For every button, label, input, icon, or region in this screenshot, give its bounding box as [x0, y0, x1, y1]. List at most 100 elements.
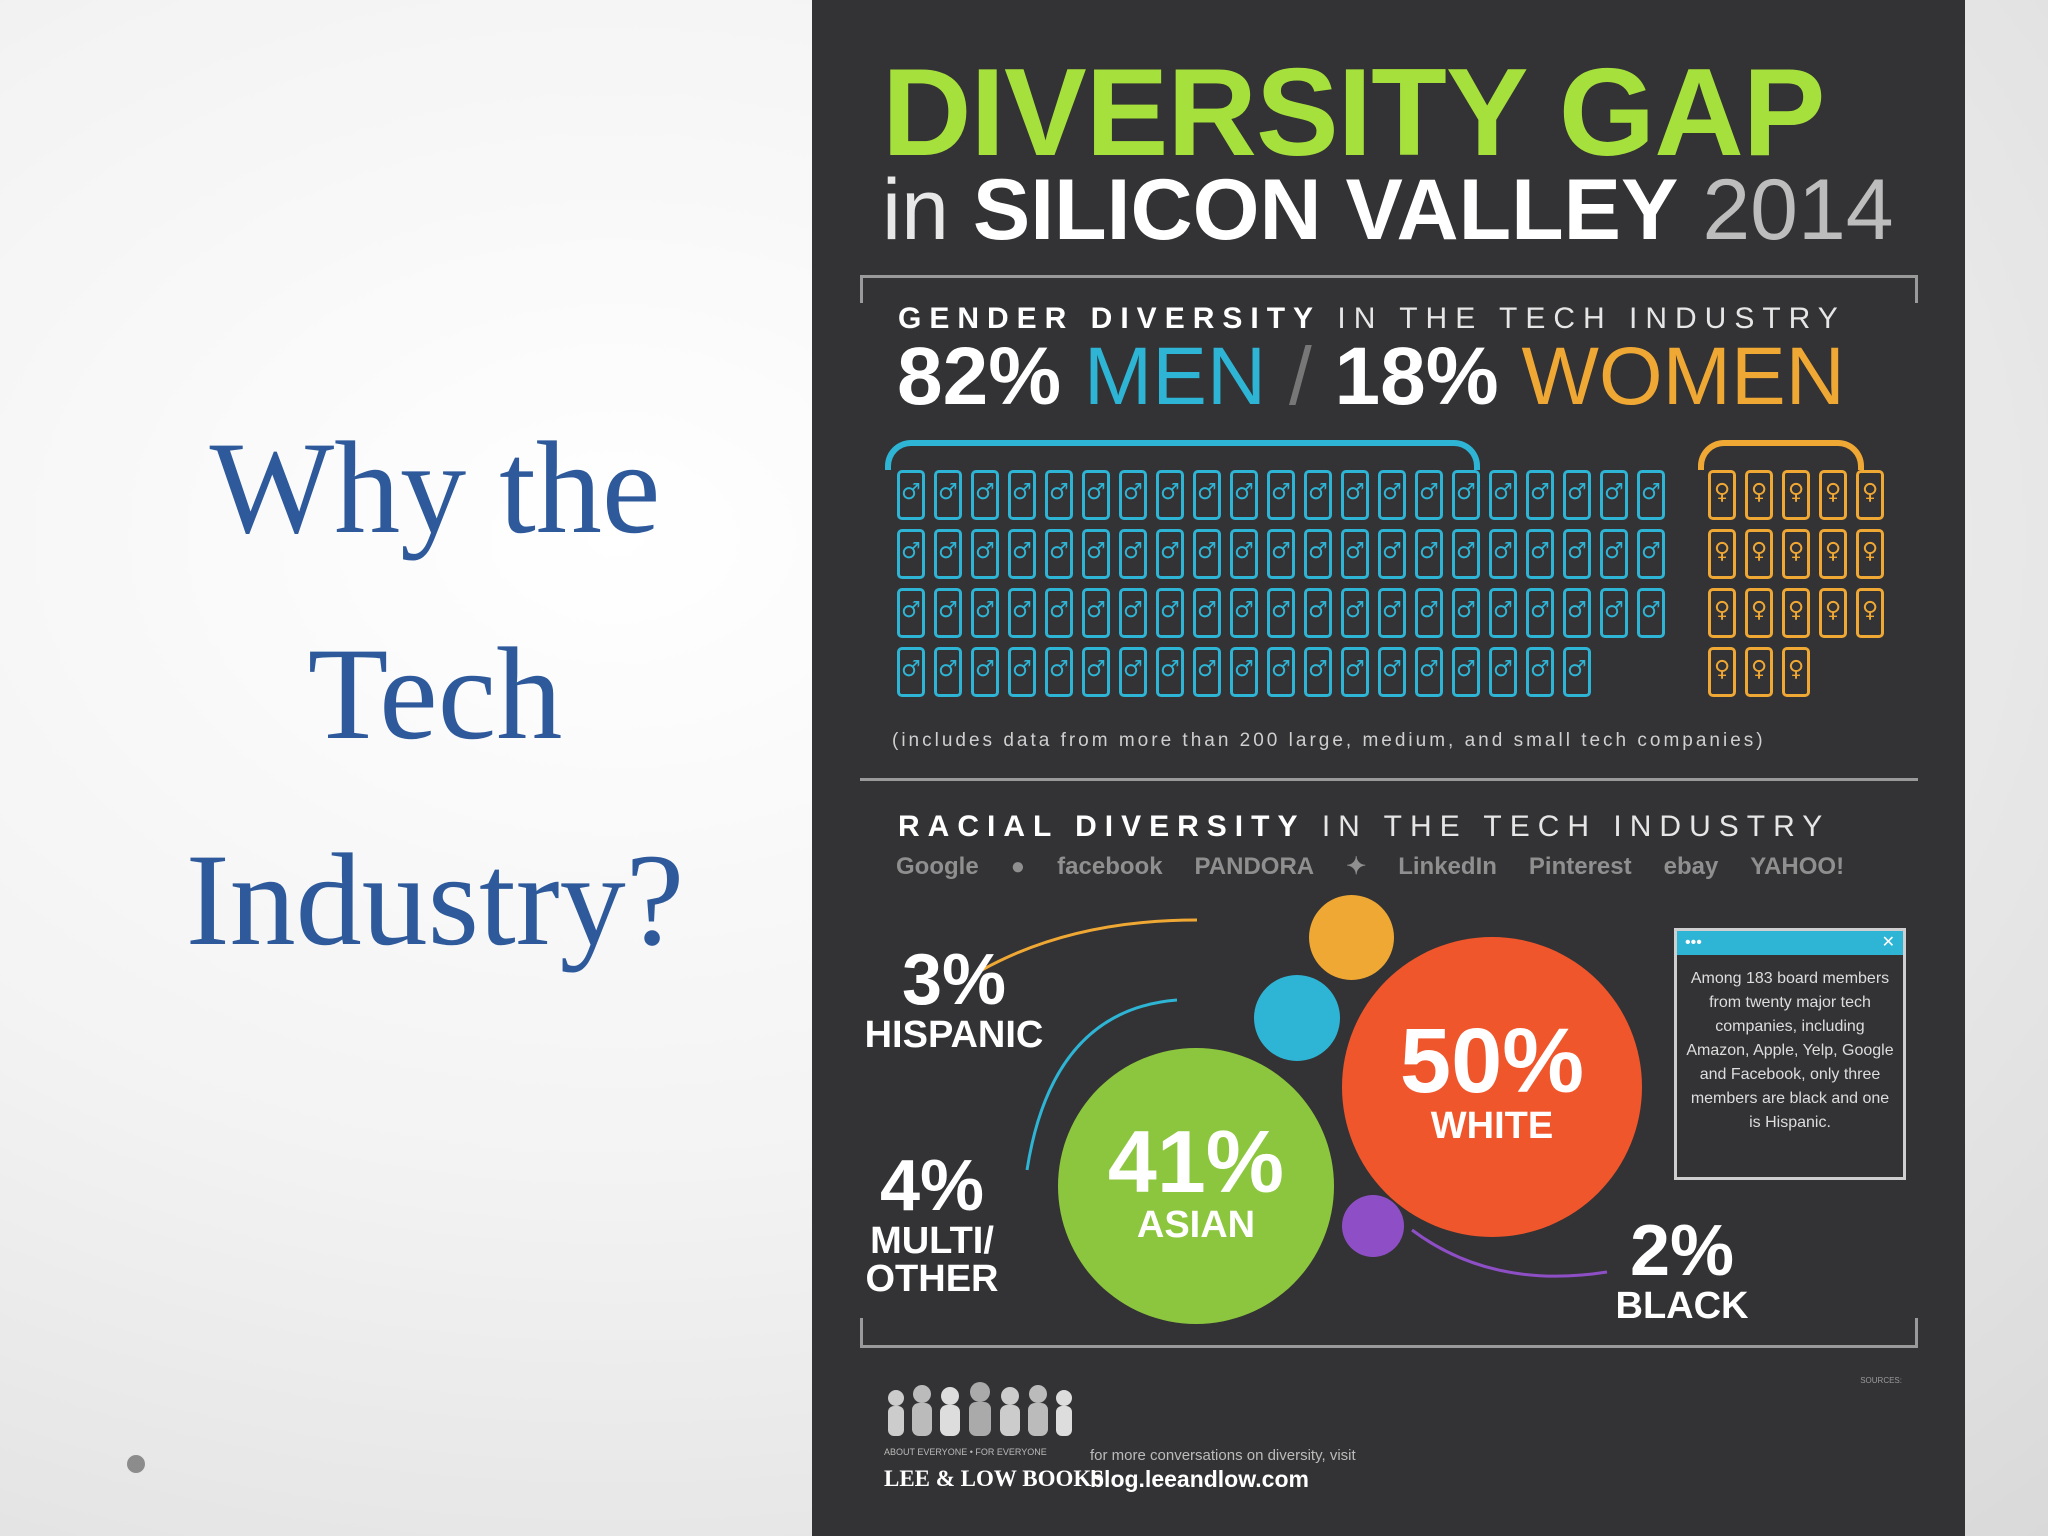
slide-title: Why the Tech Industry? [60, 385, 810, 1003]
black-arc [1411, 1228, 1608, 1278]
male-person-icon: ♂ [934, 588, 962, 638]
male-person-icon: ♂ [1415, 470, 1443, 520]
male-person-icon: ♂ [1563, 529, 1591, 579]
male-person-icon: ♂ [971, 529, 999, 579]
close-icon: ✕ [1881, 934, 1895, 951]
twitter-icon: ✦ [1346, 853, 1367, 880]
male-person-icon: ♂ [1563, 647, 1591, 697]
female-person-icon: ♀ [1708, 470, 1736, 520]
male-person-icon: ♂ [1119, 588, 1147, 638]
women-icon-grid: ♀ ♀ ♀ ♀ ♀ ♀ ♀ ♀ ♀ ♀ ♀ ♀ ♀ ♀ ♀ ♀ ♀ ♀ [1708, 470, 1884, 697]
frame-tick [1915, 275, 1918, 303]
male-person-icon: ♂ [1526, 647, 1554, 697]
gender-heading: GENDER DIVERSITY IN THE TECH INDUSTRY [898, 302, 1846, 336]
male-person-icon: ♂ [1193, 647, 1221, 697]
women-percent: 18% [1334, 331, 1499, 422]
men-label: MEN [1083, 331, 1267, 422]
male-person-icon: ♂ [1415, 529, 1443, 579]
section-divider [860, 778, 1918, 781]
male-person-icon: ♂ [1637, 588, 1665, 638]
female-person-icon: ♀ [1745, 588, 1773, 638]
male-person-icon: ♂ [971, 588, 999, 638]
men-icon-grid: ♂ ♂ ♂ ♂ ♂ ♂ ♂ ♂ ♂ ♂ ♂ ♂ ♂ ♂ ♂ ♂ ♂ ♂ ♂ ♂ ♂ ♂ ♂ ♂ ♂ ♂ ♂ ♂ ♂ ♂ ♂ ♂ ♂ ♂ ♂ ♂ ♂ ♂ ♂ ♂… [897, 470, 1665, 697]
male-person-icon: ♂ [1600, 529, 1628, 579]
male-person-icon: ♂ [1008, 529, 1036, 579]
male-person-icon: ♂ [1267, 588, 1295, 638]
male-person-icon: ♂ [1156, 647, 1184, 697]
male-person-icon: ♂ [1341, 588, 1369, 638]
blog-link[interactable]: blog.leeandlow.com [1090, 1466, 1309, 1492]
male-person-icon: ♂ [1452, 470, 1480, 520]
race-heading: RACIAL DIVERSITY IN THE TECH INDUSTRY [898, 810, 1830, 844]
male-person-icon: ♂ [1526, 588, 1554, 638]
gender-stats: 82% MEN / 18% WOMEN [897, 332, 1845, 422]
slide-title-line: Why the [209, 414, 661, 561]
male-person-icon: ♂ [1452, 529, 1480, 579]
race-connector-arcs [981, 918, 1608, 1278]
female-person-icon: ♀ [1782, 647, 1810, 697]
male-person-icon: ♂ [1008, 647, 1036, 697]
gender-slash: / [1288, 331, 1312, 422]
female-person-icon: ♀ [1708, 588, 1736, 638]
white-stat: 50% WHITE [1372, 1015, 1612, 1145]
male-person-icon: ♂ [1304, 647, 1332, 697]
multi-label-line1: MULTI/ [870, 1220, 994, 1262]
female-person-icon: ♀ [1745, 470, 1773, 520]
male-person-icon: ♂ [934, 647, 962, 697]
male-person-icon: ♂ [1119, 647, 1147, 697]
male-person-icon: ♂ [897, 588, 925, 638]
female-person-icon: ♀ [1745, 647, 1773, 697]
frame-tick [860, 1318, 863, 1346]
male-person-icon: ♂ [1378, 647, 1406, 697]
yahoo-logo: YAHOO! [1750, 852, 1845, 880]
race-heading-bold: RACIAL DIVERSITY [898, 810, 1306, 843]
ebay-logo: ebay [1663, 852, 1719, 880]
male-person-icon: ♂ [1600, 588, 1628, 638]
male-person-icon: ♂ [1045, 470, 1073, 520]
male-person-icon: ♂ [1156, 529, 1184, 579]
male-person-icon: ♂ [1378, 588, 1406, 638]
male-person-icon: ♂ [1341, 529, 1369, 579]
male-person-icon: ♂ [1341, 470, 1369, 520]
footer-more-text: for more conversations on diversity, vis… [1090, 1447, 1356, 1464]
men-percent: 82% [897, 331, 1062, 422]
male-person-icon: ♂ [971, 647, 999, 697]
male-person-icon: ♂ [1045, 647, 1073, 697]
frame-tick [860, 275, 863, 303]
male-person-icon: ♂ [1156, 470, 1184, 520]
male-person-icon: ♂ [971, 470, 999, 520]
male-person-icon: ♂ [1230, 529, 1258, 579]
company-logos: Google ● facebook PANDORA ✦ LinkedIn Pin… [896, 852, 1844, 881]
gender-heading-rest: IN THE TECH INDUSTRY [1337, 302, 1846, 335]
linkedin-logo: LinkedIn [1398, 852, 1497, 880]
female-person-icon: ♀ [1708, 647, 1736, 697]
bullet-dot [127, 1455, 145, 1473]
frame-bottom [860, 1345, 1918, 1348]
black-label: BLACK [1615, 1285, 1749, 1327]
frame-tick [1915, 1318, 1918, 1346]
multi-dot [1254, 975, 1340, 1061]
pinterest-logo: Pinterest [1528, 852, 1632, 880]
hispanic-stat: 3% HISPANIC [854, 944, 1054, 1054]
male-person-icon: ♂ [897, 647, 925, 697]
hispanic-dot [1309, 895, 1394, 980]
female-person-icon: ♀ [1782, 470, 1810, 520]
slide-title-line: Industry? [185, 826, 685, 973]
frame-top [860, 275, 1918, 278]
asian-circle [1058, 1048, 1334, 1324]
men-brace [885, 440, 1480, 470]
asian-stat: 41% ASIAN [1074, 1118, 1318, 1246]
hispanic-percent: 3% [901, 940, 1007, 1020]
male-person-icon: ♂ [1008, 588, 1036, 638]
women-brace [1698, 440, 1864, 470]
asian-label: ASIAN [1136, 1204, 1256, 1246]
publisher-tagline: ABOUT EVERYONE • FOR EVERYONE [884, 1447, 1047, 1457]
male-person-icon: ♂ [1119, 529, 1147, 579]
male-person-icon: ♂ [1304, 588, 1332, 638]
male-person-icon: ♂ [1637, 529, 1665, 579]
male-person-icon: ♂ [1378, 470, 1406, 520]
male-person-icon: ♂ [1563, 588, 1591, 638]
male-person-icon: ♂ [934, 529, 962, 579]
male-person-icon: ♂ [1378, 529, 1406, 579]
popup-dots-icon: ••• [1685, 934, 1702, 951]
